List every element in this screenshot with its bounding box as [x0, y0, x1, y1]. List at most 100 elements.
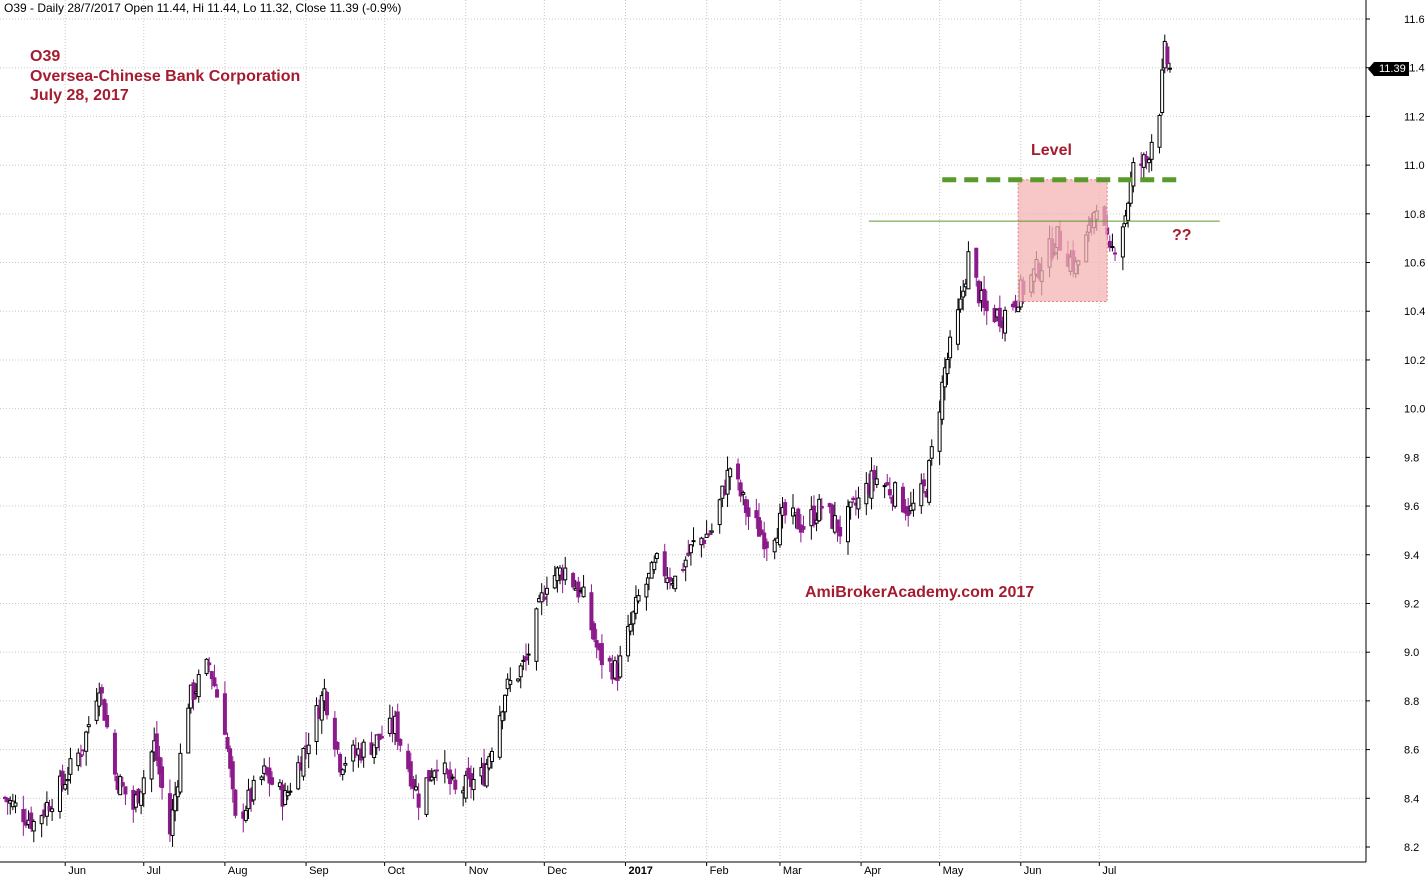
candle-body [1013, 300, 1018, 308]
candle-body [662, 551, 667, 577]
candle-body [796, 508, 801, 530]
candle-body [340, 769, 345, 775]
candle-body [429, 776, 434, 781]
candle-body [225, 737, 230, 750]
y-tick-label: 11.6 [1404, 14, 1425, 26]
candle-body [942, 367, 947, 388]
candle-body [178, 752, 183, 793]
candle-body [398, 738, 403, 746]
candle-body [1016, 306, 1021, 313]
candle-body [47, 805, 52, 811]
candle-body [571, 573, 576, 588]
candle-body [31, 821, 36, 832]
candle-body [39, 815, 44, 825]
candle-body [725, 469, 730, 495]
candle-body [783, 502, 788, 516]
candle-body [845, 506, 850, 543]
candle-body [856, 497, 861, 510]
candle-body [523, 656, 528, 661]
candle-body [814, 519, 819, 524]
candle-body [325, 692, 330, 716]
level-annotation: Level [1031, 142, 1072, 159]
candle-body [1157, 114, 1162, 148]
candle-body [500, 711, 505, 722]
candle-body [296, 762, 301, 790]
candle-body [471, 779, 476, 791]
candle-body [921, 479, 926, 487]
candle-body [707, 533, 712, 536]
candle-body [283, 790, 288, 806]
candle-body [874, 478, 879, 486]
candle-body [607, 657, 612, 662]
candle-body [416, 793, 421, 808]
candle-body [929, 446, 934, 459]
x-tick-label: Nov [469, 865, 489, 877]
candle-body [835, 519, 840, 533]
x-tick-label: Oct [388, 865, 405, 877]
candle-body [1110, 246, 1115, 249]
y-tick-label: 8.4 [1404, 793, 1419, 805]
candle-body [754, 510, 759, 519]
candle-body [1141, 154, 1146, 168]
candle-body [958, 298, 963, 310]
candle-body [466, 767, 471, 778]
candle-body [453, 779, 458, 790]
candle-body [212, 677, 217, 687]
y-tick-label: 9.8 [1404, 452, 1419, 464]
candle-body [228, 748, 233, 769]
candle-body [592, 623, 597, 640]
x-tick-label: Aug [228, 865, 248, 877]
candle-body [772, 539, 777, 553]
y-tick-label: 8.6 [1404, 745, 1419, 757]
candle-body [885, 482, 890, 486]
candle-body [851, 497, 856, 501]
x-tick-label: Jul [147, 865, 161, 877]
candle-body [1149, 141, 1154, 160]
candle-body [652, 561, 657, 571]
candle-body [882, 485, 887, 488]
question-annotation: ?? [1172, 227, 1192, 244]
candle-body [1003, 309, 1008, 334]
candle-body [1113, 252, 1118, 255]
candle-body [112, 732, 117, 775]
candle-body [741, 492, 746, 495]
candle-body [50, 808, 55, 813]
candle-body [450, 776, 455, 779]
candle-body [974, 247, 979, 278]
x-tick-label: Jul [1102, 865, 1116, 877]
candle-body [563, 567, 568, 581]
candle-body [99, 687, 104, 694]
candle-body [68, 758, 73, 775]
candle-body [982, 288, 987, 308]
x-tick-label: Jun [1024, 865, 1042, 877]
candle-body [966, 251, 971, 290]
x-tick-label: May [943, 865, 964, 877]
candle-body [424, 777, 429, 815]
x-tick-label: 2017 [628, 865, 652, 877]
candle-body [887, 489, 892, 496]
candle-body [900, 486, 905, 513]
candle-body [408, 761, 413, 787]
candle-body [1160, 69, 1165, 114]
candle-body [667, 577, 672, 582]
watermark-text: AmiBrokerAcademy.com 2017 [805, 584, 1035, 601]
candle-body [372, 744, 377, 759]
y-tick-label: 10.8 [1404, 209, 1425, 221]
candle-body [516, 678, 521, 682]
candle-body [160, 766, 165, 788]
candle-body [215, 689, 220, 698]
candle-body [819, 505, 824, 509]
candle-body [777, 512, 782, 546]
candle-body [434, 769, 439, 772]
candle-body [60, 770, 65, 786]
candle-body [508, 680, 513, 685]
candle-body [644, 583, 649, 598]
candle-body [209, 671, 214, 680]
candle-body [414, 786, 419, 791]
candle-body [170, 809, 175, 836]
candle-body [319, 695, 324, 721]
candle-body [86, 724, 91, 728]
candle-body [542, 596, 547, 600]
candle-body [709, 530, 714, 533]
candle-body [406, 750, 411, 770]
